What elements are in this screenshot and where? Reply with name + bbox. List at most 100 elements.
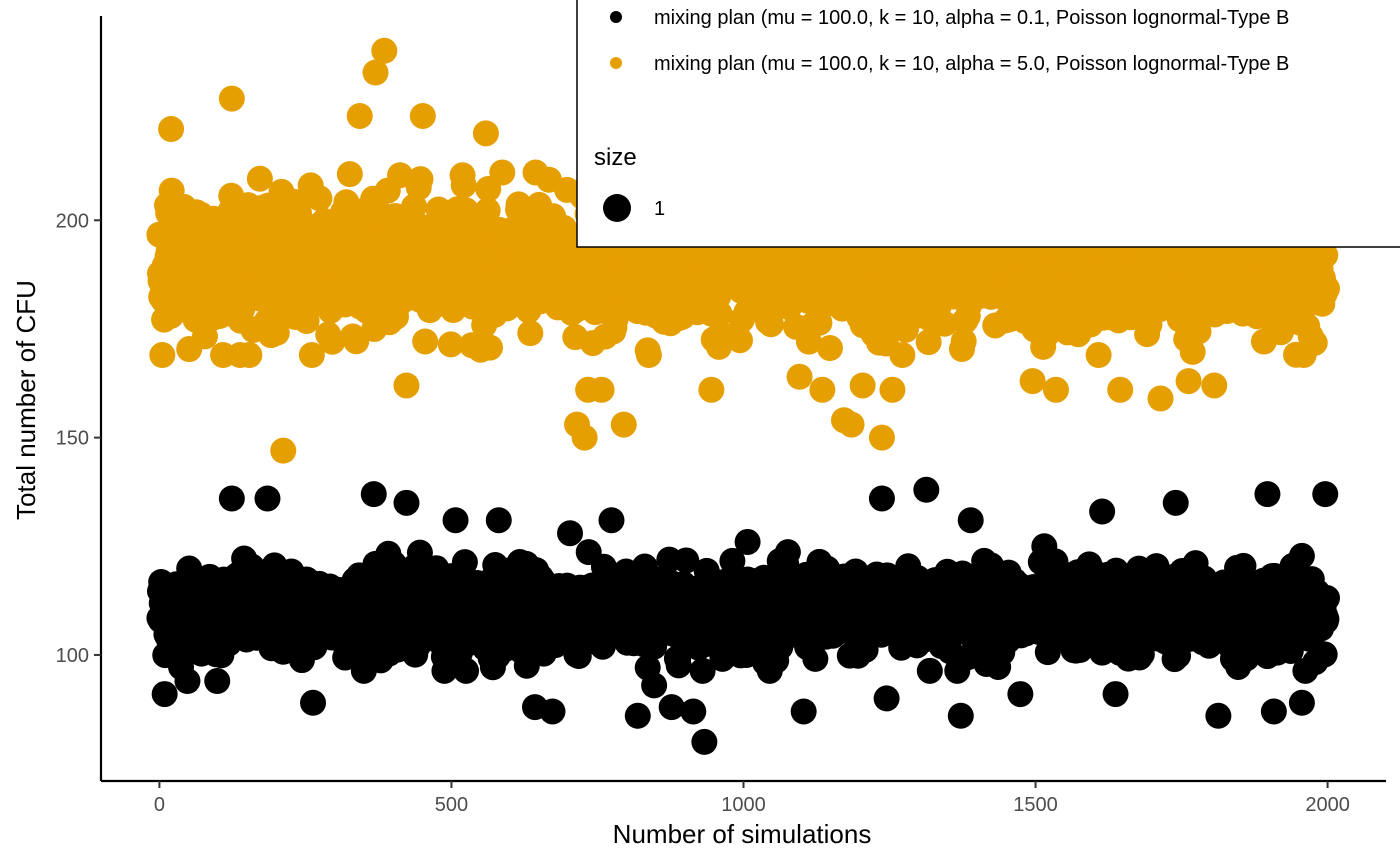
data-point — [916, 657, 943, 684]
data-point — [489, 159, 516, 186]
size-legend-box — [583, 128, 683, 246]
legend-key-series-1 — [610, 11, 622, 23]
data-point-outlier — [1042, 376, 1069, 403]
data-point — [517, 320, 544, 347]
data-point-outlier — [442, 507, 469, 534]
data-point-outlier — [588, 376, 615, 403]
data-point-outlier — [571, 424, 598, 451]
data-point — [726, 327, 753, 354]
data-point-outlier — [913, 476, 940, 503]
data-point-outlier — [1147, 385, 1174, 412]
data-point — [915, 329, 942, 356]
data-point — [336, 161, 363, 188]
x-tick-label: 1500 — [1013, 794, 1058, 816]
data-point — [1267, 319, 1294, 346]
series-1-points — [146, 476, 1341, 755]
data-point-outlier — [1175, 368, 1202, 395]
data-point-outlier — [680, 698, 707, 725]
data-point — [149, 342, 176, 369]
x-tick-label: 1000 — [721, 794, 766, 816]
data-point — [757, 311, 784, 338]
data-point-outlier — [624, 702, 651, 729]
data-point-outlier — [838, 411, 865, 438]
legend-key-series-2 — [610, 57, 622, 69]
data-point — [1301, 329, 1328, 356]
data-point-outlier — [158, 116, 185, 143]
size-legend-title: size — [594, 144, 637, 171]
data-point-outlier — [1288, 689, 1315, 716]
y-tick-label: 100 — [56, 645, 89, 667]
data-point — [263, 319, 290, 346]
x-tick-label: 2000 — [1305, 794, 1350, 816]
data-point-outlier — [809, 376, 836, 403]
legend-label-series-1: mixing plan (mu = 100.0, k = 10, alpha =… — [654, 7, 1289, 29]
data-point — [816, 335, 843, 362]
data-point-outlier — [393, 489, 420, 516]
data-point-outlier — [698, 376, 725, 403]
data-point — [931, 310, 958, 337]
data-point-outlier — [409, 102, 436, 129]
data-point-outlier — [957, 507, 984, 534]
data-point-outlier — [879, 376, 906, 403]
data-point — [889, 342, 916, 369]
data-point — [450, 172, 477, 199]
data-point — [1311, 641, 1338, 668]
data-point-outlier — [270, 437, 297, 464]
data-point-outlier — [472, 120, 499, 147]
data-point-outlier — [1254, 481, 1281, 508]
data-point-outlier — [1019, 368, 1046, 395]
x-tick-label: 0 — [154, 794, 165, 816]
data-point-outlier — [1089, 498, 1116, 525]
data-point — [477, 334, 504, 361]
data-point — [774, 539, 801, 566]
data-point-outlier — [254, 485, 281, 512]
data-point-outlier — [1031, 533, 1058, 560]
y-tick-label: 150 — [56, 428, 89, 450]
data-point-outlier — [868, 485, 895, 512]
data-point — [306, 185, 333, 212]
data-point-outlier — [1107, 376, 1134, 403]
y-tick-label: 200 — [56, 210, 89, 232]
data-point — [689, 657, 716, 684]
data-point-outlier — [151, 681, 178, 708]
data-point-outlier — [1162, 489, 1189, 516]
data-point-outlier — [1201, 372, 1228, 399]
legend: mixing plan (mu = 100.0, k = 10, alpha =… — [576, 0, 1400, 248]
data-point — [719, 547, 746, 574]
data-point — [319, 328, 346, 355]
data-point-outlier — [371, 37, 398, 64]
data-point — [665, 652, 692, 679]
data-point — [565, 643, 592, 670]
data-point — [236, 342, 263, 369]
x-tick-label: 500 — [435, 794, 468, 816]
size-legend-key — [603, 194, 631, 222]
data-point-outlier — [1007, 681, 1034, 708]
data-point — [1314, 585, 1341, 612]
data-point-outlier — [485, 507, 512, 534]
data-point-outlier — [786, 363, 813, 390]
ticks-layer: 0 500 1000 1500 2000 100 150 200 — [56, 210, 1350, 816]
size-legend-label: 1 — [654, 198, 665, 220]
data-point-outlier — [849, 372, 876, 399]
x-axis-title: Number of simulations — [613, 819, 872, 849]
data-point-outlier — [1260, 698, 1287, 725]
data-point-outlier — [658, 694, 685, 721]
data-point — [1179, 338, 1206, 365]
data-point — [406, 539, 433, 566]
data-point — [1128, 641, 1155, 668]
data-point-outlier — [868, 424, 895, 451]
data-point-outlier — [610, 411, 637, 438]
data-point-outlier — [1312, 481, 1339, 508]
data-point-outlier — [734, 528, 761, 555]
data-point-outlier — [362, 59, 389, 86]
data-point-outlier — [1205, 702, 1232, 729]
data-point-outlier — [873, 685, 900, 712]
data-point — [1313, 606, 1340, 633]
data-point-outlier — [598, 507, 625, 534]
legend-label-series-2: mixing plan (mu = 100.0, k = 10, alpha =… — [654, 53, 1289, 75]
data-point-outlier — [218, 485, 245, 512]
data-point-outlier — [218, 85, 245, 112]
data-point — [673, 547, 700, 574]
data-point — [431, 657, 458, 684]
